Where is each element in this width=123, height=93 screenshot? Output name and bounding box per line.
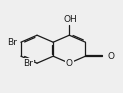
Text: Br: Br	[24, 59, 33, 68]
Text: OH: OH	[64, 15, 77, 24]
Text: O: O	[107, 52, 114, 61]
Text: O: O	[66, 59, 73, 68]
Text: Br: Br	[7, 38, 17, 47]
